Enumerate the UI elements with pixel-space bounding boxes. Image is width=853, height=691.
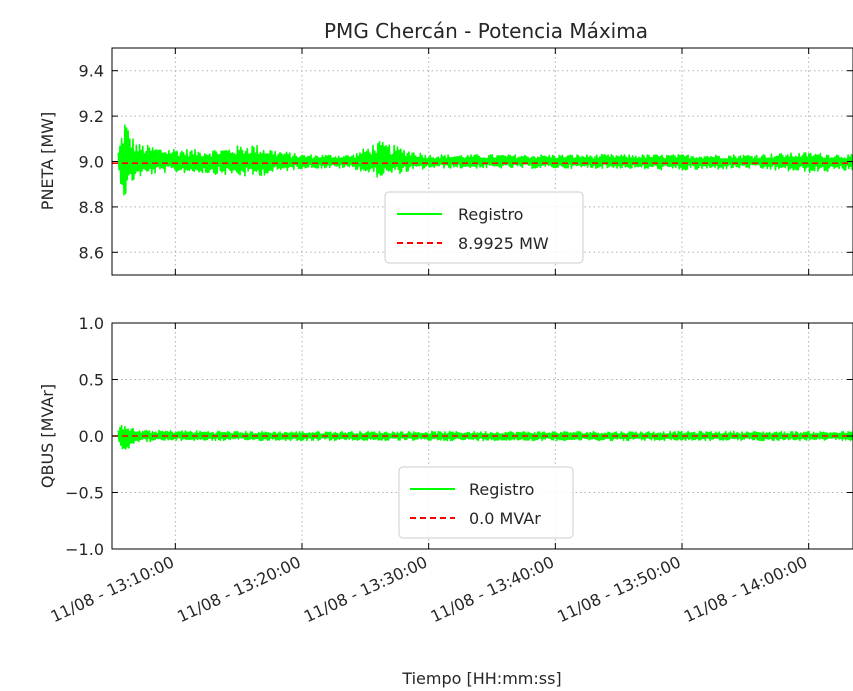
x-tick-label: 11/08 - 13:50:00 [554,552,683,626]
panel-qbus: −1.0 −0.5 0.0 0.5 1.0 QBUS [MVAr] Registro 0… [38,314,853,559]
series-top [112,124,853,196]
y-tick-label: 8.6 [79,243,104,262]
legend-label-registro: Registro [458,205,523,224]
ylabel-top: PNETA [MW] [38,112,57,210]
y-tick-label: 9.4 [79,62,104,81]
legend-label-registro: Registro [469,480,534,499]
legend-box [398,466,574,539]
x-tick-label: 11/08 - 14:00:00 [681,552,810,626]
yticks-bottom: −1.0 −0.5 0.0 0.5 1.0 [65,314,853,559]
y-tick-label: −0.5 [65,484,104,503]
x-tick-label: 11/08 - 13:10:00 [48,552,177,626]
legend-label-reference: 8.9925 MW [458,234,549,253]
y-tick-label: 0.5 [79,371,104,390]
y-tick-label: 0.0 [79,427,104,446]
series-registro-line [117,424,853,450]
yticks-top: 8.6 8.8 9.0 9.2 9.4 [79,62,853,262]
y-tick-label: 8.8 [79,198,104,217]
x-tick-label: 11/08 - 13:20:00 [174,552,303,626]
y-tick-label: −1.0 [65,540,104,559]
ylabel-bottom: QBUS [MVAr] [38,384,57,488]
y-tick-label: 9.0 [79,153,104,172]
series-registro-line [117,124,853,196]
chart-title: PMG Chercán - Potencia Máxima [324,19,648,43]
xticks-top [174,48,810,275]
legend-bottom: Registro 0.0 MVAr [398,466,574,539]
legend-top: Registro 8.9925 MW [384,191,584,264]
x-tick-label: 11/08 - 13:30:00 [301,552,430,626]
xticks-bottom [174,323,810,549]
x-axis-label: Tiempo [HH:mm:ss] [401,669,561,688]
y-tick-label: 1.0 [79,314,104,333]
series-bottom [112,424,853,450]
legend-label-reference: 0.0 MVAr [469,509,541,528]
legend-box [384,191,584,264]
panel-pneta: 8.6 8.8 9.0 9.2 9.4 PNETA [MW] Registro 8.99… [38,47,853,276]
y-tick-label: 9.2 [79,107,104,126]
x-tick-label: 11/08 - 13:40:00 [428,552,557,626]
